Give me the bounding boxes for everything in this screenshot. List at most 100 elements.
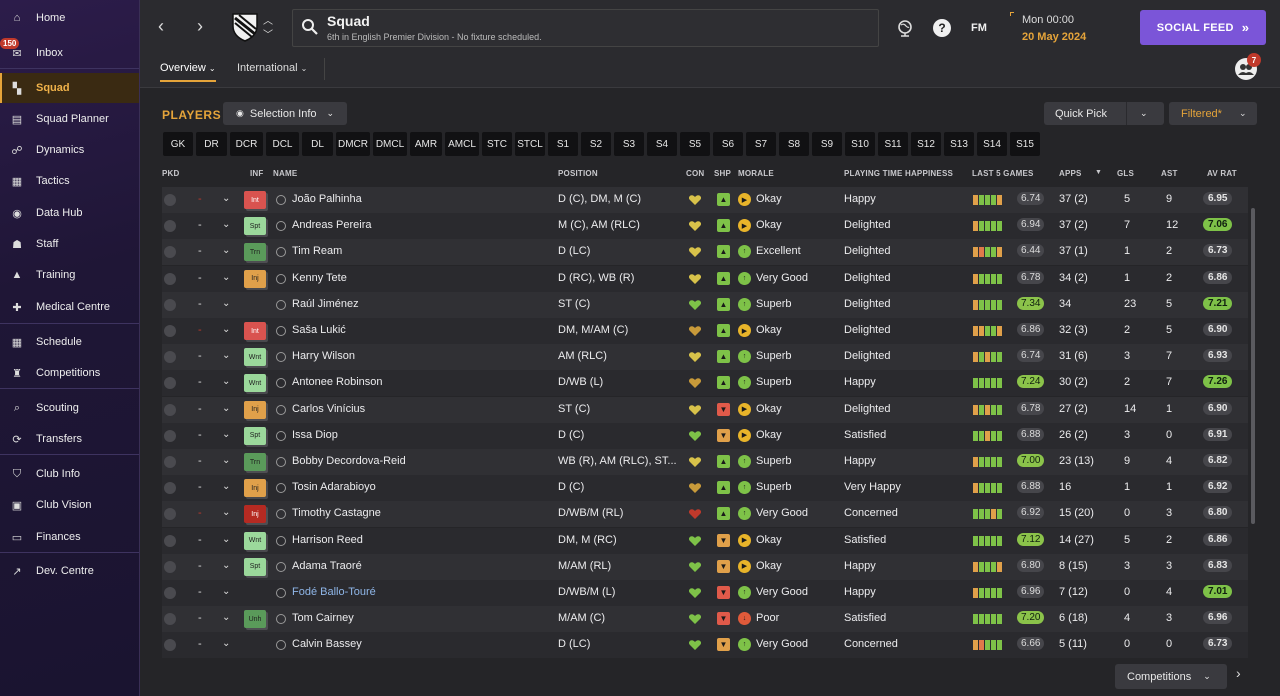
sidebar-item-transfers[interactable]: ⟳ Transfers bbox=[0, 424, 139, 454]
row-expand-chevron-icon[interactable]: ⌄ bbox=[222, 586, 231, 597]
position-filter-dcr[interactable]: DCR bbox=[230, 132, 263, 156]
player-name[interactable]: Andreas Pereira bbox=[292, 219, 372, 232]
player-name[interactable]: Tom Cairney bbox=[292, 612, 354, 625]
pick-checkbox[interactable] bbox=[164, 613, 176, 626]
sidebar-item-scouting[interactable]: ⌕ Scouting bbox=[0, 393, 139, 423]
col-shp[interactable]: SHP bbox=[714, 169, 732, 178]
table-row[interactable]: - ⌄ Wnt Harrison Reed DM, M (RC) ▼ ▶ Okay Satisf… bbox=[162, 527, 1248, 554]
sidebar-item-tactics[interactable]: ▦ Tactics bbox=[0, 166, 139, 196]
sidebar-item-staff[interactable]: ☗ Staff bbox=[0, 229, 139, 259]
position-filter-s13[interactable]: S13 bbox=[944, 132, 974, 156]
world-globe-icon[interactable] bbox=[896, 19, 914, 37]
position-filter-s10[interactable]: S10 bbox=[845, 132, 875, 156]
row-expand-chevron-icon[interactable]: ⌄ bbox=[222, 376, 231, 388]
row-expand-chevron-icon[interactable]: ⌄ bbox=[222, 324, 231, 335]
position-filter-s15[interactable]: S15 bbox=[1010, 132, 1040, 156]
sidebar-item-club-info[interactable]: ⛉ Club Info bbox=[0, 459, 139, 489]
sidebar-item-dynamics[interactable]: ☍ Dynamics bbox=[0, 135, 139, 165]
search-icon[interactable] bbox=[301, 18, 319, 36]
col-pkd[interactable]: PKD bbox=[162, 169, 180, 178]
notifications-icon[interactable]: 7 bbox=[1235, 53, 1261, 80]
pick-checkbox[interactable] bbox=[164, 429, 176, 442]
sidebar-item-training[interactable]: ▲ Training bbox=[0, 260, 139, 290]
row-expand-chevron-icon[interactable]: ⌄ bbox=[222, 245, 231, 257]
row-expand-chevron-icon[interactable]: ⌄ bbox=[222, 402, 231, 414]
player-name[interactable]: Harrison Reed bbox=[292, 533, 363, 546]
sidebar-item-medical-centre[interactable]: ✚ Medical Centre bbox=[0, 292, 139, 322]
col-playing-time-happiness[interactable]: PLAYING TIME HAPPINESS bbox=[844, 169, 954, 178]
col-gls[interactable]: GLS bbox=[1117, 169, 1135, 178]
table-row[interactable]: - ⌄ Fodé Ballo-Touré D/WB/M (L) ▼ ↑ Very Good H… bbox=[162, 580, 1248, 606]
table-row[interactable]: - ⌄ Wnt Harry Wilson AM (RLC) ▲ ↑ Superb Delight… bbox=[162, 344, 1248, 371]
position-filter-dr[interactable]: DR bbox=[196, 132, 227, 156]
row-expand-chevron-icon[interactable]: ⌄ bbox=[222, 219, 231, 231]
forward-arrow-icon[interactable]: › bbox=[197, 16, 203, 36]
pick-checkbox[interactable] bbox=[164, 194, 176, 206]
competitions-dropdown[interactable]: Competitions ⌄ bbox=[1115, 664, 1227, 689]
col-inf[interactable]: INF bbox=[250, 169, 264, 178]
position-filter-s5[interactable]: S5 bbox=[680, 132, 710, 156]
fm-menu-button[interactable]: FM bbox=[971, 22, 987, 34]
pick-checkbox[interactable] bbox=[164, 325, 176, 337]
player-name[interactable]: Timothy Castagne bbox=[292, 507, 381, 520]
position-filter-s2[interactable]: S2 bbox=[581, 132, 611, 156]
sidebar-item-schedule[interactable]: ▦ Schedule bbox=[0, 327, 139, 357]
position-filter-amr[interactable]: AMR bbox=[410, 132, 442, 156]
player-name[interactable]: Saša Lukić bbox=[292, 324, 346, 336]
sidebar-item-competitions[interactable]: ♜ Competitions bbox=[0, 358, 139, 388]
position-filter-stc[interactable]: STC bbox=[482, 132, 512, 156]
position-filter-gk[interactable]: GK bbox=[163, 132, 193, 156]
table-row[interactable]: - ⌄ Inj Carlos Vinícius ST (C) ▼ ▶ Okay Delighte… bbox=[162, 396, 1248, 423]
col-apps[interactable]: APPS bbox=[1059, 169, 1082, 178]
pick-checkbox[interactable] bbox=[164, 246, 176, 259]
quick-pick-button[interactable]: Quick Pick ⌄ bbox=[1044, 102, 1164, 125]
col-av-rat[interactable]: AV RAT bbox=[1207, 169, 1237, 178]
table-row[interactable]: - ⌄ Spt Adama Traoré M/AM (RL) ▼ ▶ Okay Happy 6.8… bbox=[162, 553, 1248, 580]
table-row[interactable]: - ⌄ Inj Kenny Tete D (RC), WB (R) ▲ ↑ Very Good… bbox=[162, 265, 1248, 292]
position-filter-s11[interactable]: S11 bbox=[878, 132, 908, 156]
sidebar-item-finances[interactable]: ▭ Finances bbox=[0, 522, 139, 552]
player-name[interactable]: Antonee Robinson bbox=[292, 376, 383, 389]
table-row[interactable]: - ⌄ Trn Tim Ream D (LC) ▲ ↑ Excellent Delighted 6… bbox=[162, 239, 1248, 266]
col-last-5-games[interactable]: LAST 5 GAMES bbox=[972, 169, 1034, 178]
pick-checkbox[interactable] bbox=[164, 534, 176, 547]
player-name[interactable]: Calvin Bassey bbox=[292, 638, 362, 651]
chevron-right-icon[interactable]: › bbox=[1236, 665, 1241, 681]
sidebar-item-squad[interactable]: ▚ Squad bbox=[0, 73, 139, 103]
player-name[interactable]: Fodé Ballo-Touré bbox=[292, 586, 376, 598]
sidebar-item-data-hub[interactable]: ◉ Data Hub bbox=[0, 198, 139, 228]
sidebar-item-home[interactable]: ⌂ Home bbox=[0, 3, 139, 33]
row-expand-chevron-icon[interactable]: ⌄ bbox=[222, 455, 231, 466]
col-name[interactable]: NAME bbox=[273, 169, 298, 178]
pick-checkbox[interactable] bbox=[164, 377, 176, 390]
player-name[interactable]: Tosin Adarabioyo bbox=[292, 481, 376, 494]
col-ast[interactable]: AST bbox=[1161, 169, 1178, 178]
position-filter-s1[interactable]: S1 bbox=[548, 132, 578, 156]
position-filter-s4[interactable]: S4 bbox=[647, 132, 677, 156]
row-expand-chevron-icon[interactable]: ⌄ bbox=[222, 638, 231, 650]
player-name[interactable]: Kenny Tete bbox=[292, 271, 347, 284]
table-row[interactable]: - ⌄ Trn Bobby Decordova-Reid WB (R), AM (RLC… bbox=[162, 449, 1248, 475]
player-name[interactable]: Raúl Jiménez bbox=[292, 297, 359, 310]
club-switch-up-icon[interactable]: ︿ bbox=[263, 16, 273, 27]
pick-checkbox[interactable] bbox=[164, 298, 176, 311]
pick-checkbox[interactable] bbox=[164, 508, 176, 521]
row-expand-chevron-icon[interactable]: ⌄ bbox=[222, 533, 231, 545]
table-row[interactable]: - ⌄ Inj Tosin Adarabioyo D (C) ▲ ↑ Superb Very H… bbox=[162, 475, 1248, 502]
pick-checkbox[interactable] bbox=[164, 482, 176, 495]
table-row[interactable]: - ⌄ Inj Timothy Castagne D/WB/M (RL) ▲ ↑ Very G… bbox=[162, 501, 1248, 528]
player-name[interactable]: Tim Ream bbox=[292, 245, 343, 258]
col-con[interactable]: CON bbox=[686, 169, 705, 178]
table-scrollbar[interactable] bbox=[1251, 208, 1255, 524]
sidebar-item-club-vision[interactable]: ▣ Club Vision bbox=[0, 490, 139, 520]
pick-checkbox[interactable] bbox=[164, 560, 176, 573]
row-expand-chevron-icon[interactable]: ⌄ bbox=[222, 271, 231, 283]
position-filter-stcl[interactable]: STCL bbox=[515, 132, 545, 156]
pick-checkbox[interactable] bbox=[164, 456, 176, 468]
position-filter-s12[interactable]: S12 bbox=[911, 132, 941, 156]
position-filter-amcl[interactable]: AMCL bbox=[445, 132, 479, 156]
row-expand-chevron-icon[interactable]: ⌄ bbox=[222, 481, 231, 493]
help-icon[interactable]: ? bbox=[933, 19, 951, 37]
row-expand-chevron-icon[interactable]: ⌄ bbox=[222, 507, 231, 519]
player-name[interactable]: Bobby Decordova-Reid bbox=[292, 455, 406, 467]
